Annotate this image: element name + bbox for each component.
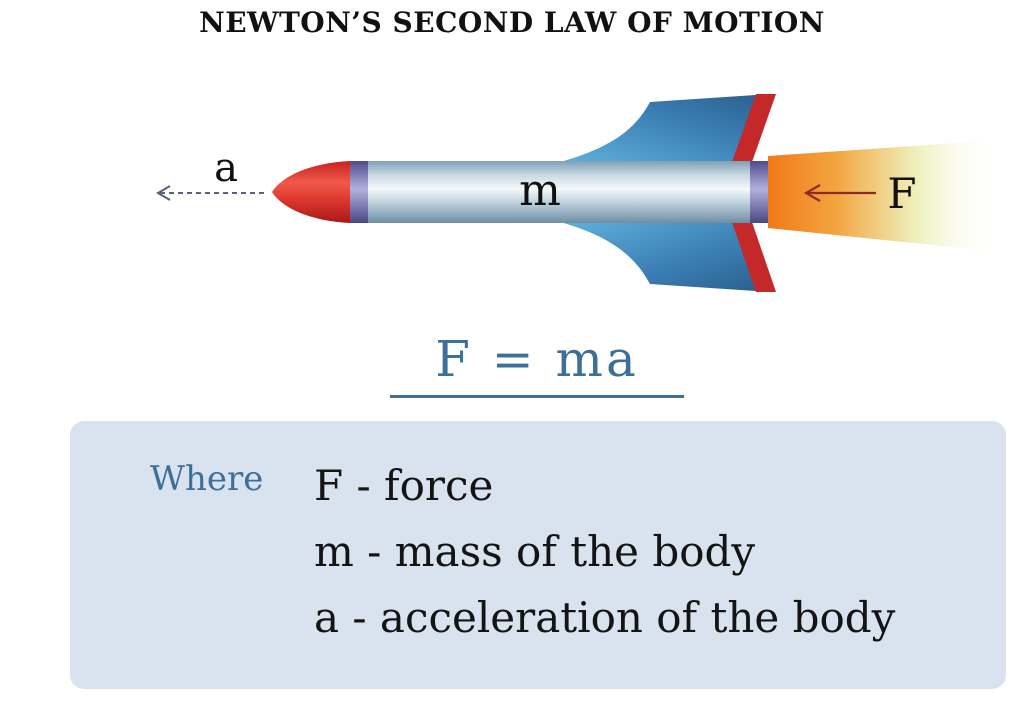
exhaust-flame [768, 140, 1000, 252]
top-fin-edge [732, 94, 776, 162]
where-label: Where [150, 459, 264, 499]
bottom-fin [560, 222, 770, 292]
rocket-body [368, 161, 752, 223]
legend-box: Where F - force m - mass of the body a -… [70, 421, 1006, 689]
rocket-diagram: a m F [156, 94, 1000, 292]
acceleration-label: a [214, 145, 238, 191]
force-arrow-head [803, 184, 821, 202]
page-title: NEWTON’S SECOND LAW OF MOTION [199, 6, 825, 39]
definition-force: F - force [314, 461, 494, 510]
front-band [350, 161, 368, 223]
acceleration-arrow-head [156, 185, 171, 201]
force-label: F [887, 169, 916, 218]
top-fin [560, 94, 770, 162]
formula-underline [390, 395, 684, 398]
mass-label: m [519, 165, 561, 216]
definition-mass: m - mass of the body [314, 527, 756, 576]
nose-cone [272, 161, 350, 223]
rear-band [750, 161, 768, 223]
formula: F = ma [435, 330, 639, 388]
definition-acceleration: a - acceleration of the body [314, 593, 896, 642]
definitions-list: F - force m - mass of the body a - accel… [314, 453, 895, 651]
bottom-fin-edge [732, 222, 776, 292]
